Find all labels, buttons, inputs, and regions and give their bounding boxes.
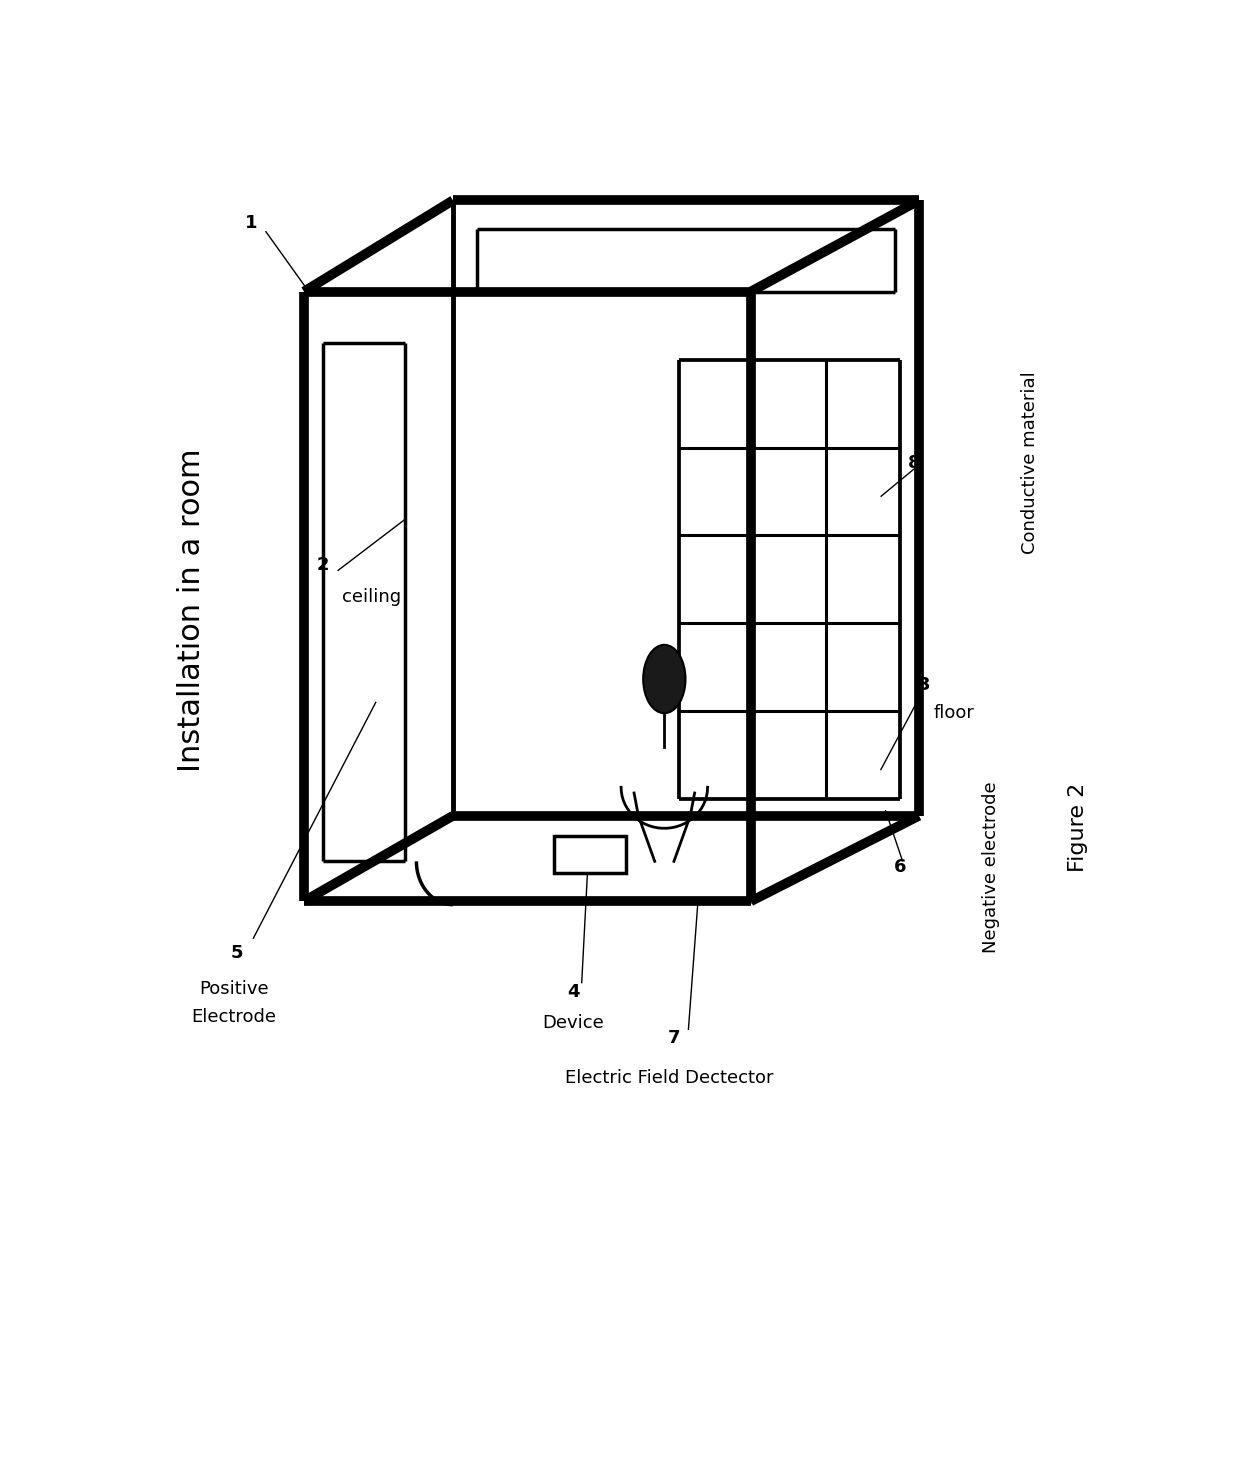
Text: 2: 2 (317, 556, 330, 574)
Text: Installation in a room: Installation in a room (177, 448, 206, 773)
Text: Electrode: Electrode (191, 1008, 277, 1027)
Text: 6: 6 (894, 858, 906, 876)
Text: 5: 5 (231, 944, 243, 962)
Text: Negative electrode: Negative electrode (982, 781, 1001, 953)
Text: 8: 8 (908, 453, 920, 472)
Text: Conductive material: Conductive material (1021, 371, 1039, 554)
Text: Positive: Positive (198, 980, 269, 998)
Bar (554, 836, 626, 873)
Text: 7: 7 (667, 1029, 681, 1046)
Text: ceiling: ceiling (342, 588, 401, 605)
Text: floor: floor (934, 704, 975, 722)
Text: 1: 1 (244, 215, 258, 232)
Text: Electric Field Dectector: Electric Field Dectector (565, 1069, 774, 1086)
Ellipse shape (644, 645, 686, 713)
Text: 3: 3 (918, 676, 930, 694)
Text: Figure 2: Figure 2 (1068, 783, 1087, 872)
Text: 4: 4 (567, 983, 579, 1002)
Text: Device: Device (542, 1014, 604, 1032)
